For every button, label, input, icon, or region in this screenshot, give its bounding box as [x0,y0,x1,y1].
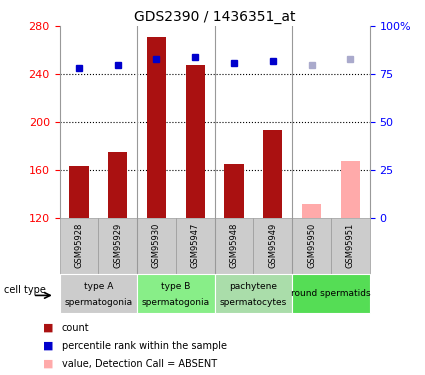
Text: pachytene: pachytene [230,282,278,291]
Text: GSM95950: GSM95950 [307,223,316,268]
Text: GSM95930: GSM95930 [152,223,161,268]
Text: percentile rank within the sample: percentile rank within the sample [62,340,227,351]
Bar [341,161,360,218]
Bar [60,274,137,313]
Bar [292,217,331,274]
Text: ■: ■ [42,358,53,369]
Bar [137,274,215,313]
Text: GSM95947: GSM95947 [191,223,200,268]
Text: GSM95949: GSM95949 [268,223,277,268]
Text: GSM95948: GSM95948 [230,223,238,268]
Bar [186,64,205,218]
Text: spermatocytes: spermatocytes [220,298,287,307]
Text: ■: ■ [42,340,53,351]
Bar [331,217,370,274]
Text: count: count [62,322,89,333]
Bar [98,217,137,274]
Bar [69,166,88,218]
Text: round spermatids: round spermatids [291,289,371,298]
Bar [108,152,128,217]
Text: type B: type B [161,282,190,291]
Text: GSM95951: GSM95951 [346,223,355,268]
Text: cell type: cell type [4,285,46,295]
Text: GSM95928: GSM95928 [74,223,83,268]
Text: spermatogonia: spermatogonia [142,298,210,307]
Bar [176,217,215,274]
Bar [215,274,292,313]
Text: spermatogonia: spermatogonia [64,298,132,307]
Bar [215,217,253,274]
Bar [292,274,370,313]
Bar [224,164,244,218]
Text: ■: ■ [42,322,53,333]
Title: GDS2390 / 1436351_at: GDS2390 / 1436351_at [134,10,295,24]
Bar [137,217,176,274]
Text: value, Detection Call = ABSENT: value, Detection Call = ABSENT [62,358,217,369]
Bar [263,130,283,218]
Bar [60,217,98,274]
Text: GSM95929: GSM95929 [113,223,122,268]
Bar [302,204,321,218]
Text: type A: type A [84,282,113,291]
Bar [253,217,292,274]
Bar [147,37,166,218]
